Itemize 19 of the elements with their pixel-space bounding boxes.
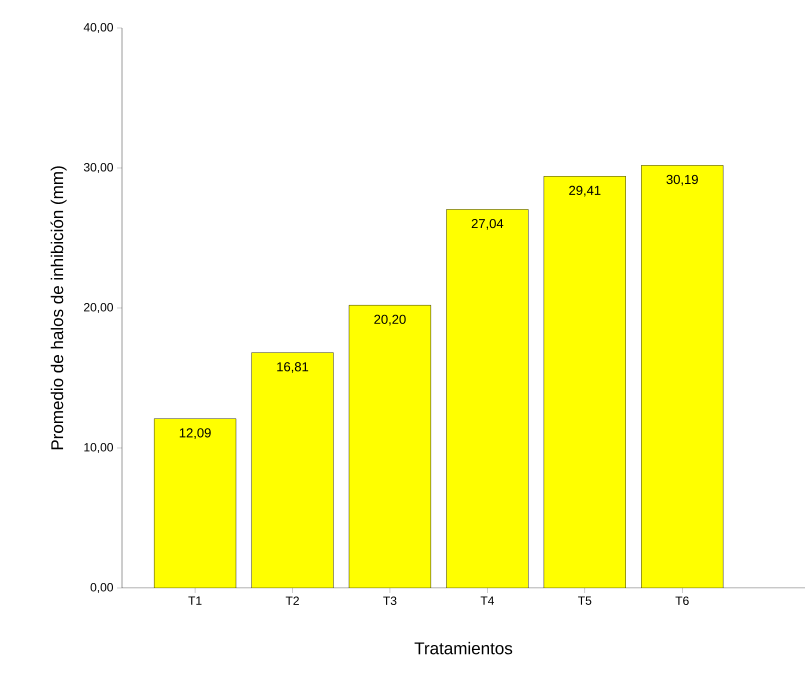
y-tick-label: 0,00: [90, 583, 114, 593]
y-axis-title: Promedio de halos de inhibición (mm): [50, 166, 67, 450]
y-tick-label: 40,00: [84, 23, 114, 33]
x-tick-label: T2: [286, 596, 299, 605]
data-label: 20,20: [374, 314, 406, 326]
x-tick-label: T1: [188, 596, 202, 605]
data-label: 27,04: [472, 218, 504, 230]
x-tick-label: T3: [383, 596, 396, 606]
y-tick-label: 30,00: [84, 163, 114, 173]
x-tick-label: T6: [676, 596, 689, 606]
y-tick-label: 20,00: [84, 303, 114, 313]
x-tick-label: T5: [578, 596, 592, 605]
data-label: 29,41: [569, 186, 600, 197]
y-tick-label: 10,00: [84, 443, 114, 453]
data-label: 30,19: [666, 174, 698, 186]
data-label: 16,81: [277, 362, 308, 373]
x-axis-title: Tratamientos: [414, 642, 512, 654]
x-tick-label: T4: [480, 596, 494, 605]
data-label: 12,09: [180, 428, 211, 439]
